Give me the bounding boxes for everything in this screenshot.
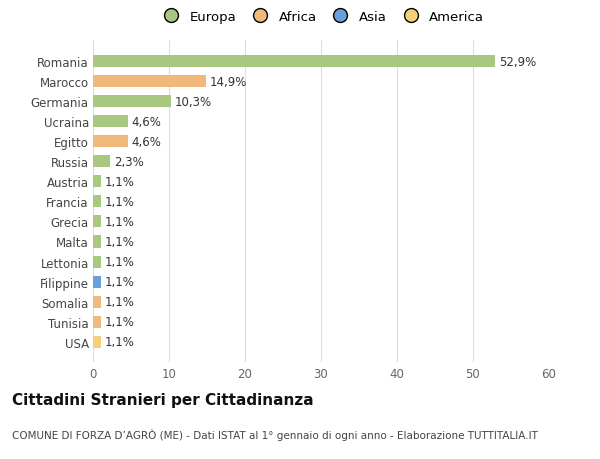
- Bar: [93, 296, 101, 308]
- Text: 1,1%: 1,1%: [105, 336, 135, 348]
- Text: 1,1%: 1,1%: [105, 296, 135, 308]
- Text: 1,1%: 1,1%: [105, 256, 135, 269]
- Bar: [93, 56, 495, 68]
- Text: 1,1%: 1,1%: [105, 215, 135, 229]
- Text: 1,1%: 1,1%: [105, 196, 135, 208]
- Text: COMUNE DI FORZA D’AGRÒ (ME) - Dati ISTAT al 1° gennaio di ogni anno - Elaborazio: COMUNE DI FORZA D’AGRÒ (ME) - Dati ISTAT…: [12, 428, 538, 440]
- Text: 4,6%: 4,6%: [132, 116, 161, 129]
- Bar: [93, 316, 101, 328]
- Bar: [93, 136, 128, 148]
- Bar: [93, 256, 101, 268]
- Bar: [93, 176, 101, 188]
- Bar: [93, 336, 101, 348]
- Text: 1,1%: 1,1%: [105, 275, 135, 288]
- Text: Cittadini Stranieri per Cittadinanza: Cittadini Stranieri per Cittadinanza: [12, 392, 314, 408]
- Legend: Europa, Africa, Asia, America: Europa, Africa, Asia, America: [158, 11, 484, 24]
- Text: 1,1%: 1,1%: [105, 315, 135, 329]
- Text: 10,3%: 10,3%: [175, 95, 212, 108]
- Bar: [93, 116, 128, 128]
- Bar: [93, 96, 171, 108]
- Text: 1,1%: 1,1%: [105, 175, 135, 189]
- Bar: [93, 76, 206, 88]
- Bar: [93, 196, 101, 208]
- Bar: [93, 236, 101, 248]
- Bar: [93, 216, 101, 228]
- Text: 2,3%: 2,3%: [114, 156, 144, 168]
- Text: 4,6%: 4,6%: [132, 135, 161, 148]
- Bar: [93, 156, 110, 168]
- Bar: [93, 276, 101, 288]
- Text: 52,9%: 52,9%: [499, 56, 536, 68]
- Text: 14,9%: 14,9%: [210, 75, 247, 89]
- Text: 1,1%: 1,1%: [105, 235, 135, 248]
